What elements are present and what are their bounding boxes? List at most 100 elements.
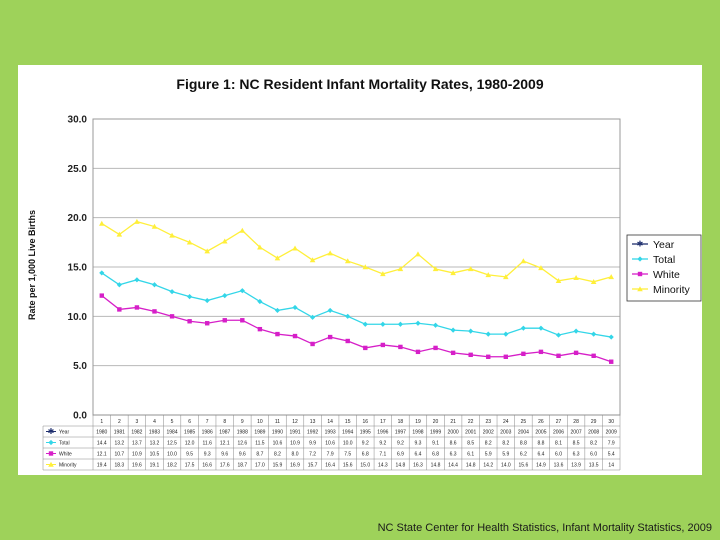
table-cell-total: 10.6: [273, 441, 283, 447]
table-cell-white: 6.4: [415, 452, 422, 458]
table-cell-year: 2002: [483, 430, 494, 436]
table-cell-minority: 14.8: [431, 463, 441, 469]
table-cell-total: 8.8: [537, 441, 544, 447]
x-tick-label: 18: [398, 419, 404, 425]
table-cell-minority: 18.2: [167, 463, 177, 469]
point-white: [134, 305, 140, 310]
y-tick-label: 5.0: [73, 361, 87, 372]
table-cell-total: 10.0: [343, 441, 353, 447]
table-cell-white: 12.1: [97, 452, 107, 458]
point-white: [591, 353, 596, 358]
point-total: [591, 331, 597, 337]
table-cell-year: 2005: [535, 430, 546, 436]
table-cell-white: 8.0: [292, 452, 299, 458]
point-minority: [134, 218, 140, 224]
table-cell-year: 1999: [430, 430, 441, 436]
point-minority: [432, 266, 439, 272]
table-cell-white: 10.5: [150, 452, 160, 458]
table-row-header-total: Total: [59, 441, 70, 447]
table-cell-year: 1995: [360, 430, 371, 436]
table-cell-white: 10.9: [132, 452, 142, 458]
table-cell-year: 1988: [237, 430, 248, 436]
table-cell-year: 1987: [219, 430, 230, 436]
table-cell-year: 1990: [272, 430, 283, 436]
table-cell-total: 8.5: [467, 441, 474, 447]
y-tick-labels: 0.0 5.0 10.0 15.0 20.0 25.0 30.0: [68, 115, 88, 422]
y-tick-label: 30.0: [68, 115, 88, 126]
gridlines: [92, 118, 621, 416]
series-line-minority: [101, 220, 612, 283]
table-cell-year: 2006: [553, 430, 564, 436]
table-cell-white: 8.7: [256, 452, 263, 458]
table-cell-minority: 17.0: [255, 463, 265, 469]
point-total: [555, 332, 562, 338]
table-cell-minority: 15.6: [519, 463, 529, 469]
table-cell-year: 2001: [465, 430, 476, 436]
table-cell-year: 1982: [131, 430, 142, 436]
table-cell-total: 9.2: [362, 441, 369, 447]
point-white: [327, 334, 333, 340]
table-cell-total: 9.2: [397, 441, 404, 447]
x-tick-label: 11: [275, 419, 280, 425]
table-cell-white: 10.7: [114, 452, 124, 458]
table-cell-white: 9.3: [204, 452, 211, 458]
chart-title: Figure 1: NC Resident Infant Mortality R…: [176, 76, 543, 92]
table-cell-white: 6.4: [537, 452, 544, 458]
point-minority: [380, 271, 386, 277]
point-total: [468, 328, 474, 334]
point-total: [151, 282, 158, 288]
table-key-marker-year: ✱: [48, 427, 55, 436]
table-cell-total: 8.1: [555, 441, 562, 447]
point-minority: [467, 266, 474, 272]
x-tick-label: 1: [100, 419, 103, 425]
point-white: [99, 293, 104, 298]
x-tick-label: 4: [153, 419, 156, 425]
point-white: [204, 321, 210, 326]
x-tick-label: 17: [380, 419, 386, 425]
point-total: [380, 321, 386, 327]
y-tick-label: 15.0: [68, 263, 88, 274]
point-white: [169, 314, 175, 319]
table-cell-minority: 15.6: [343, 463, 353, 469]
x-tick-label: 28: [573, 419, 579, 425]
table-cell-minority: 14: [608, 463, 614, 469]
table-cell-year: 1996: [377, 430, 388, 436]
x-tick-label: 9: [241, 419, 244, 425]
point-white: [521, 351, 526, 357]
table-cell-minority: 13.6: [554, 463, 564, 469]
table-cell-white: 6.8: [432, 452, 439, 458]
point-total: [187, 294, 193, 300]
table-cell-minority: 16.9: [290, 463, 300, 469]
point-white: [363, 345, 368, 351]
point-white: [450, 350, 456, 356]
point-minority: [221, 238, 228, 244]
table-cell-white: 6.3: [573, 452, 580, 458]
table-cell-minority: 14.2: [483, 463, 493, 469]
legend-label-year: Year: [653, 239, 675, 251]
point-minority: [397, 266, 404, 272]
table-cell-year: 1986: [202, 430, 213, 436]
table-cell-total: 11.5: [255, 441, 265, 447]
table-cell-minority: 15.7: [308, 463, 318, 469]
table-cell-white: 6.2: [520, 452, 527, 458]
x-tick-label: 22: [468, 419, 474, 425]
point-white: [433, 345, 438, 351]
point-minority: [450, 270, 456, 276]
point-minority: [186, 239, 193, 245]
x-tick-label: 3: [136, 419, 139, 425]
x-tick-label: 10: [257, 419, 263, 425]
point-total: [485, 331, 491, 337]
point-minority: [292, 245, 298, 251]
point-total: [222, 293, 228, 299]
table-cell-minority: 19.1: [150, 463, 160, 469]
x-tick-label: 14: [327, 419, 333, 425]
point-minority: [204, 248, 210, 254]
y-tick-label: 10.0: [68, 312, 88, 323]
x-tick-label: 21: [450, 419, 456, 425]
point-total: [134, 277, 140, 283]
table-cell-year: 1994: [342, 430, 353, 436]
table-cell-total: 13.2: [114, 441, 124, 447]
table-cell-year: 2003: [500, 430, 511, 436]
table-cell-year: 1981: [114, 430, 125, 436]
chart-frame: Figure 1: NC Resident Infant Mortality R…: [18, 65, 702, 475]
